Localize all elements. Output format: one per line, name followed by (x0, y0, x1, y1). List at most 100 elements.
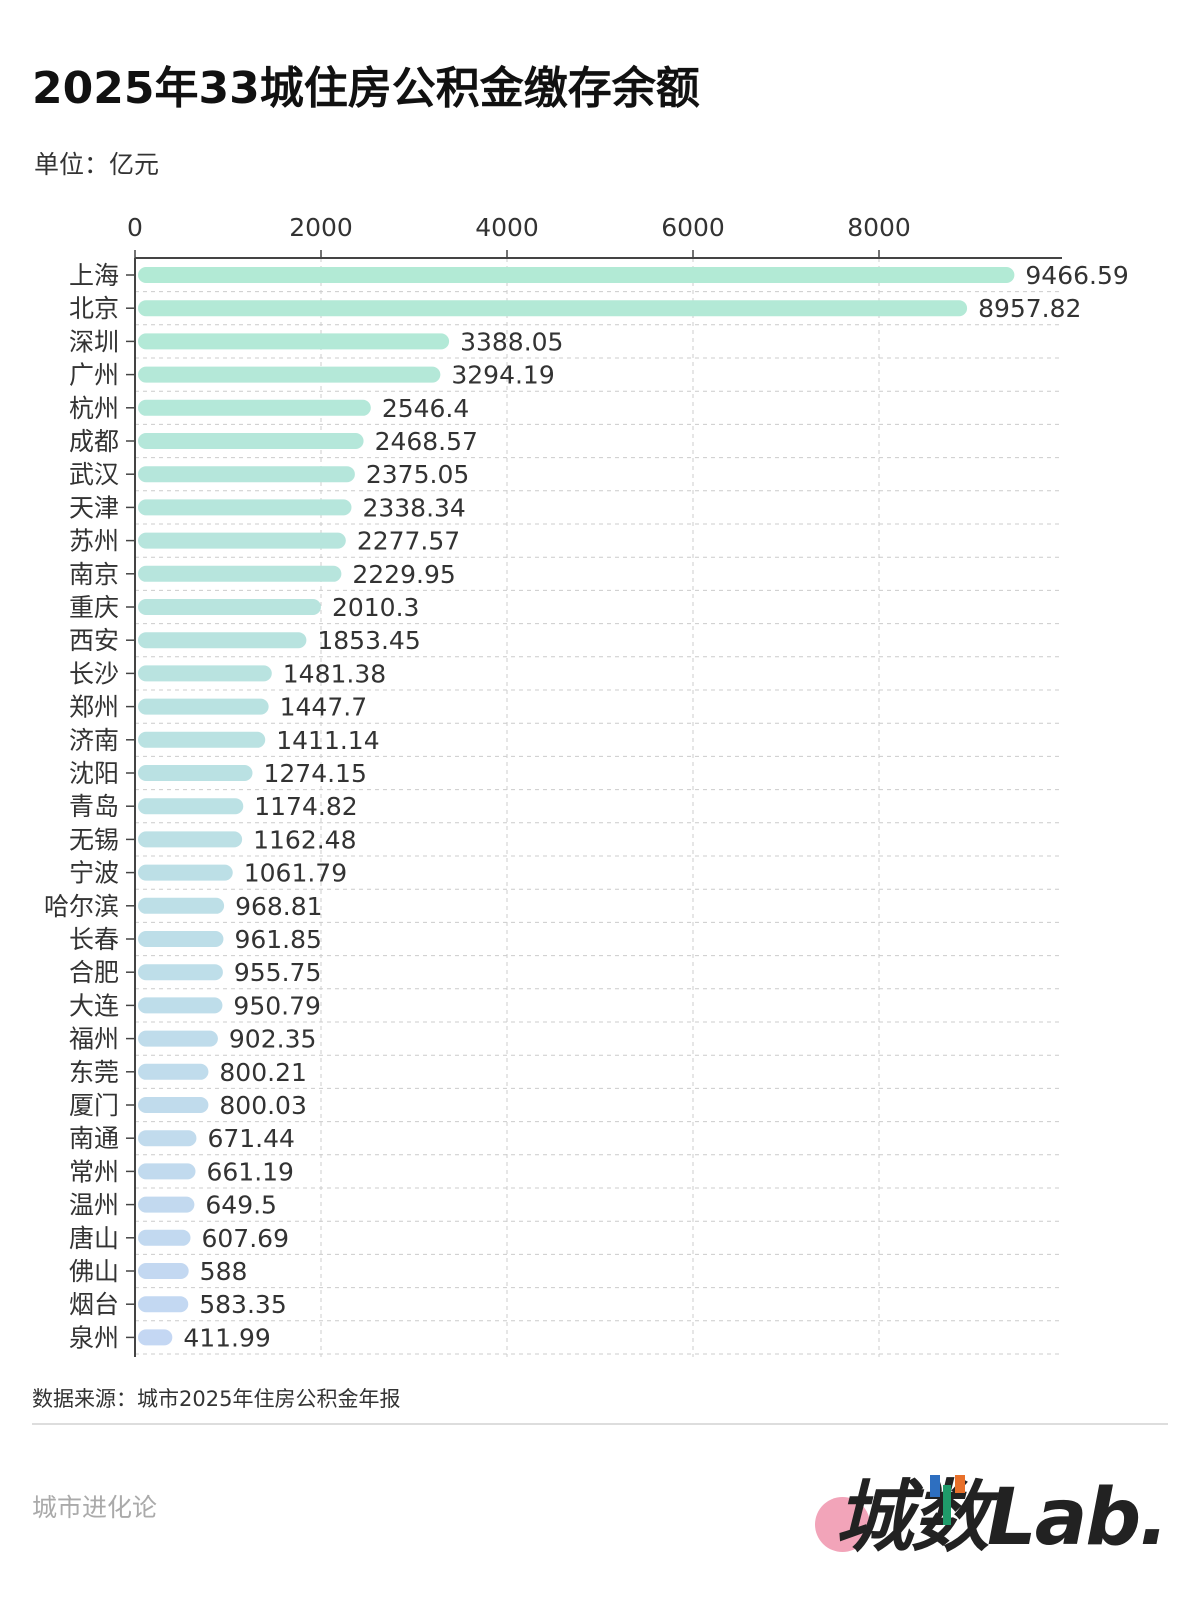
data-label: 2010.3 (332, 593, 419, 622)
bar (138, 565, 342, 582)
category-label: 成都 (69, 427, 119, 456)
data-label: 1174.82 (254, 792, 357, 821)
data-label: 800.21 (219, 1058, 306, 1087)
data-label: 2546.4 (382, 394, 469, 423)
category-label: 深圳 (69, 327, 119, 356)
bar (138, 1063, 209, 1080)
category-label: 常州 (69, 1157, 119, 1186)
category-label: 郑州 (69, 693, 119, 722)
bar (138, 300, 968, 317)
bar (138, 599, 321, 615)
data-label: 1447.7 (280, 693, 367, 722)
bar-chart: 0 2000 4000 6000 8000 上海 9466.59 北京 8957.82 深圳 338… (44, 213, 1129, 1357)
category-label: 哈尔滨 (44, 892, 119, 921)
bar (138, 499, 352, 516)
bar (138, 1130, 197, 1147)
bar (138, 765, 253, 781)
bar (138, 333, 450, 350)
category-label: 福州 (69, 1025, 119, 1054)
bar (138, 831, 243, 848)
data-label: 1061.79 (244, 859, 347, 888)
data-label: 1274.15 (263, 759, 366, 788)
data-label: 2277.57 (357, 527, 460, 556)
data-label: 2468.57 (375, 427, 478, 456)
data-label: 1162.48 (253, 825, 356, 854)
category-label: 杭州 (69, 394, 119, 423)
bar (138, 997, 223, 1014)
data-label: 1481.38 (283, 659, 386, 688)
bar (138, 1030, 218, 1047)
bar (138, 1163, 196, 1180)
data-label: 2338.34 (362, 493, 465, 522)
data-label: 2375.05 (366, 460, 469, 489)
bar (138, 1296, 189, 1313)
data-label: 3388.05 (460, 327, 563, 356)
data-source: 数据来源：城市2025年住房公积金年报 (32, 1387, 401, 1411)
bar (138, 267, 1015, 283)
category-label: 烟台 (69, 1290, 119, 1319)
x-tick-label: 4000 (475, 213, 539, 242)
category-label: 南京 (69, 560, 119, 589)
bar (138, 399, 371, 416)
category-label: 宁波 (69, 859, 119, 888)
data-label: 950.79 (233, 991, 320, 1020)
x-tick-label: 2000 (289, 213, 353, 242)
data-label: 3294.19 (451, 361, 554, 390)
divider (32, 1423, 1168, 1425)
category-label: 上海 (69, 261, 119, 290)
logo-dot (815, 1497, 870, 1552)
data-label: 800.03 (219, 1091, 306, 1120)
category-label: 天津 (69, 493, 119, 522)
category-label: 苏州 (69, 527, 119, 556)
bar (138, 632, 307, 649)
data-label: 9466.59 (1025, 261, 1128, 290)
bar (138, 1229, 191, 1246)
bar (138, 731, 266, 748)
category-label: 长春 (69, 925, 119, 954)
category-label: 无锡 (69, 825, 119, 854)
category-label: 温州 (69, 1191, 119, 1220)
data-label: 8957.82 (978, 294, 1081, 323)
bar (138, 1263, 189, 1279)
data-label: 583.35 (199, 1290, 286, 1319)
bar (138, 433, 364, 449)
data-label: 2229.95 (352, 560, 455, 589)
data-label: 961.85 (234, 925, 321, 954)
category-label: 重庆 (69, 593, 119, 622)
category-label: 青岛 (69, 792, 119, 821)
data-label: 1411.14 (276, 726, 379, 755)
x-tick-label: 8000 (847, 213, 911, 242)
data-label: 955.75 (234, 958, 321, 987)
bar (138, 366, 441, 383)
logo-accent (943, 1485, 951, 1525)
category-label: 武汉 (69, 460, 119, 489)
category-label: 沈阳 (69, 759, 119, 788)
category-label: 厦门 (69, 1091, 119, 1120)
category-label: 合肥 (69, 958, 119, 987)
data-label: 671.44 (207, 1124, 294, 1153)
bar (138, 864, 233, 881)
logo: 城数Lab. (815, 1455, 1175, 1563)
category-label: 北京 (69, 294, 119, 323)
data-label: 661.19 (206, 1157, 293, 1186)
bar (138, 931, 224, 947)
logo-accent (930, 1475, 940, 1497)
bar (138, 897, 225, 914)
bar (138, 1097, 209, 1113)
bar (138, 466, 355, 483)
category-label: 济南 (69, 726, 119, 755)
category-label: 东莞 (69, 1058, 119, 1087)
bar (138, 1329, 173, 1346)
x-tick-label: 0 (127, 213, 143, 242)
unit-label: 单位：亿元 (34, 150, 160, 179)
logo-accent (955, 1475, 965, 1493)
bar (138, 1196, 195, 1213)
category-label: 广州 (69, 361, 119, 390)
data-label: 607.69 (202, 1224, 289, 1253)
bar (138, 698, 269, 715)
data-label: 411.99 (183, 1323, 270, 1352)
data-label: 588 (200, 1257, 248, 1286)
data-label: 1853.45 (317, 626, 420, 655)
data-label: 968.81 (235, 892, 322, 921)
x-tick-label: 6000 (661, 213, 725, 242)
